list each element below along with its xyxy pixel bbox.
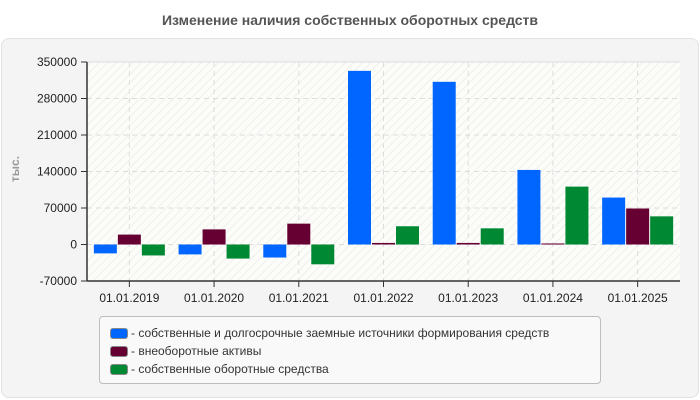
x-tick-label: 01.01.2024	[523, 291, 583, 305]
bar	[287, 223, 311, 245]
bar	[93, 244, 117, 254]
bar	[117, 234, 141, 245]
bar	[311, 244, 335, 265]
bar	[372, 242, 395, 245]
x-axis-ticks: 01.01.2019 01.01.2020 01.01.2021 01.01.2022…	[99, 281, 668, 305]
y-tick-label: 280000	[37, 92, 77, 106]
x-tick-label: 01.01.2019	[99, 291, 159, 305]
bar	[348, 70, 371, 245]
legend-item-noncurrent-assets: - внеоборотные активы	[110, 343, 261, 359]
legend-swatch-blue	[110, 327, 128, 339]
y-tick-label: 350000	[37, 55, 77, 69]
bar	[432, 81, 456, 245]
y-tick-label: -70000	[40, 274, 78, 288]
legend-label: - внеоборотные активы	[131, 344, 262, 358]
y-tick-label: 70000	[44, 201, 78, 215]
bar	[541, 243, 565, 245]
bar	[202, 229, 226, 245]
legend-item-working-capital: - собственные оборотные средства	[110, 361, 329, 377]
bar	[480, 228, 504, 245]
bar	[396, 226, 419, 245]
legend-item-sources: - собственные и долгосрочные заемные ист…	[110, 325, 549, 341]
bar	[178, 244, 202, 255]
bar	[141, 244, 165, 256]
legend-label: - собственные и долгосрочные заемные ист…	[131, 326, 550, 340]
bar	[602, 197, 626, 245]
legend-label: - собственные оборотные средства	[131, 362, 329, 376]
x-tick-label: 01.01.2022	[353, 291, 413, 305]
legend: - собственные и долгосрочные заемные ист…	[99, 316, 601, 384]
y-tick-label: 0	[70, 238, 77, 252]
bar	[456, 242, 480, 245]
bar	[650, 216, 674, 245]
bars	[93, 70, 674, 265]
chart-title: Изменение наличия собственных оборотных …	[161, 12, 539, 28]
y-tick-label: 140000	[37, 165, 77, 179]
bar	[263, 244, 287, 258]
legend-swatch-maroon	[110, 345, 128, 357]
x-tick-label: 01.01.2021	[269, 291, 329, 305]
bar	[226, 244, 250, 259]
y-tick-label: 210000	[37, 128, 77, 142]
y-axis-label: тыс.	[8, 155, 23, 183]
x-tick-label: 01.01.2020	[184, 291, 244, 305]
x-tick-label: 01.01.2023	[438, 291, 498, 305]
legend-swatch-green	[110, 363, 128, 375]
x-tick-label: 01.01.2025	[608, 291, 668, 305]
y-axis-ticks: 350000 280000 210000 140000 70000 0 -70000	[37, 55, 87, 288]
bar	[517, 169, 541, 245]
bar	[626, 208, 650, 245]
bar	[565, 186, 589, 245]
